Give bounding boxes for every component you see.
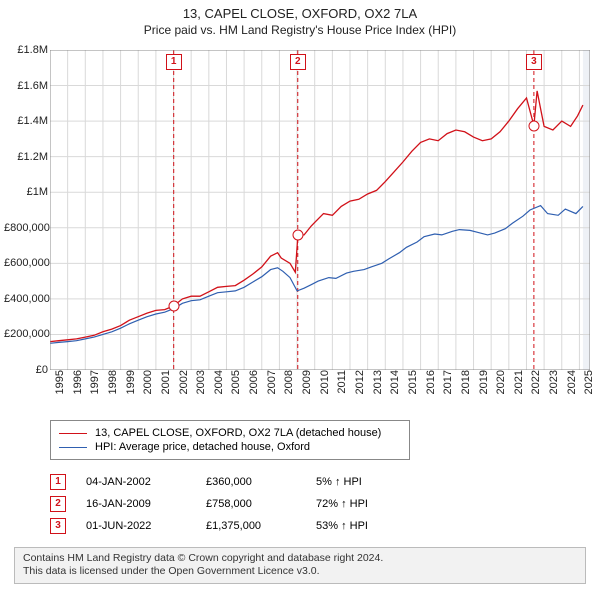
sale-diff-2: 72% ↑ HPI (316, 498, 406, 510)
x-tick-label: 2013 (372, 370, 384, 410)
sale-row-2: 2 16-JAN-2009 £758,000 72% ↑ HPI (50, 496, 406, 512)
sale-price-2: £758,000 (206, 498, 316, 510)
x-tick-label: 2018 (460, 370, 472, 410)
sale-row-3: 3 01-JUN-2022 £1,375,000 53% ↑ HPI (50, 518, 406, 534)
x-tick-label: 2003 (195, 370, 207, 410)
x-tick-label: 2005 (230, 370, 242, 410)
x-tick-label: 2009 (301, 370, 313, 410)
y-tick-label: £1.6M (4, 80, 48, 92)
y-tick-label: £1.2M (4, 151, 48, 163)
title-line-1: 13, CAPEL CLOSE, OXFORD, OX2 7LA (0, 6, 600, 21)
y-tick-label: £1M (4, 186, 48, 198)
sale-marker-box: 3 (526, 54, 542, 70)
sale-dot (292, 230, 303, 241)
footer: Contains HM Land Registry data © Crown c… (14, 547, 586, 584)
x-tick-label: 1996 (72, 370, 84, 410)
titles: 13, CAPEL CLOSE, OXFORD, OX2 7LA Price p… (0, 0, 600, 37)
footer-line-1: Contains HM Land Registry data © Crown c… (23, 552, 577, 566)
legend-swatch-property (59, 433, 87, 434)
x-tick-label: 2008 (283, 370, 295, 410)
x-tick-label: 2015 (407, 370, 419, 410)
sale-dot (168, 301, 179, 312)
chart-plot-area (50, 50, 590, 370)
sale-price-1: £360,000 (206, 476, 316, 488)
x-tick-label: 2011 (336, 370, 348, 410)
sale-date-2: 16-JAN-2009 (86, 498, 206, 510)
x-tick-label: 2016 (425, 370, 437, 410)
x-tick-label: 2002 (178, 370, 190, 410)
x-tick-label: 2006 (248, 370, 260, 410)
x-tick-label: 2010 (319, 370, 331, 410)
x-tick-label: 1998 (107, 370, 119, 410)
x-tick-label: 2001 (160, 370, 172, 410)
chart-svg (50, 50, 590, 370)
sale-date-3: 01-JUN-2022 (86, 520, 206, 532)
x-tick-label: 2020 (495, 370, 507, 410)
sale-box-3: 3 (50, 518, 66, 534)
x-tick-label: 2025 (583, 370, 595, 410)
sale-row-1: 1 04-JAN-2002 £360,000 5% ↑ HPI (50, 474, 406, 490)
y-tick-label: £800,000 (4, 222, 48, 234)
x-tick-label: 2024 (566, 370, 578, 410)
x-tick-label: 2021 (513, 370, 525, 410)
sale-marker-box: 2 (290, 54, 306, 70)
x-tick-label: 1997 (89, 370, 101, 410)
sales-table: 1 04-JAN-2002 £360,000 5% ↑ HPI 2 16-JAN… (50, 468, 406, 540)
chart-container: 13, CAPEL CLOSE, OXFORD, OX2 7LA Price p… (0, 0, 600, 590)
legend-label-property: 13, CAPEL CLOSE, OXFORD, OX2 7LA (detach… (95, 427, 381, 439)
x-tick-label: 2023 (548, 370, 560, 410)
sale-date-1: 04-JAN-2002 (86, 476, 206, 488)
sale-diff-1: 5% ↑ HPI (316, 476, 406, 488)
sale-box-1: 1 (50, 474, 66, 490)
x-tick-label: 2017 (442, 370, 454, 410)
y-tick-label: £400,000 (4, 293, 48, 305)
x-tick-label: 2014 (389, 370, 401, 410)
sale-diff-3: 53% ↑ HPI (316, 520, 406, 532)
title-line-2: Price paid vs. HM Land Registry's House … (0, 23, 600, 37)
sale-marker-box: 1 (166, 54, 182, 70)
x-tick-label: 2012 (354, 370, 366, 410)
y-tick-label: £0 (4, 364, 48, 376)
legend-item-hpi: HPI: Average price, detached house, Oxfo… (59, 441, 401, 453)
x-tick-label: 1995 (54, 370, 66, 410)
y-tick-label: £1.4M (4, 115, 48, 127)
x-tick-label: 2022 (530, 370, 542, 410)
y-tick-label: £200,000 (4, 328, 48, 340)
sale-dot (528, 120, 539, 131)
footer-line-2: This data is licensed under the Open Gov… (23, 565, 577, 579)
x-tick-label: 2000 (142, 370, 154, 410)
x-tick-label: 2007 (266, 370, 278, 410)
y-tick-label: £600,000 (4, 257, 48, 269)
y-tick-label: £1.8M (4, 44, 48, 56)
legend: 13, CAPEL CLOSE, OXFORD, OX2 7LA (detach… (50, 420, 410, 460)
sale-box-2: 2 (50, 496, 66, 512)
x-tick-label: 2004 (213, 370, 225, 410)
x-tick-label: 2019 (478, 370, 490, 410)
legend-label-hpi: HPI: Average price, detached house, Oxfo… (95, 441, 310, 453)
legend-item-property: 13, CAPEL CLOSE, OXFORD, OX2 7LA (detach… (59, 427, 401, 439)
sale-price-3: £1,375,000 (206, 520, 316, 532)
legend-swatch-hpi (59, 447, 87, 448)
x-tick-label: 1999 (125, 370, 137, 410)
